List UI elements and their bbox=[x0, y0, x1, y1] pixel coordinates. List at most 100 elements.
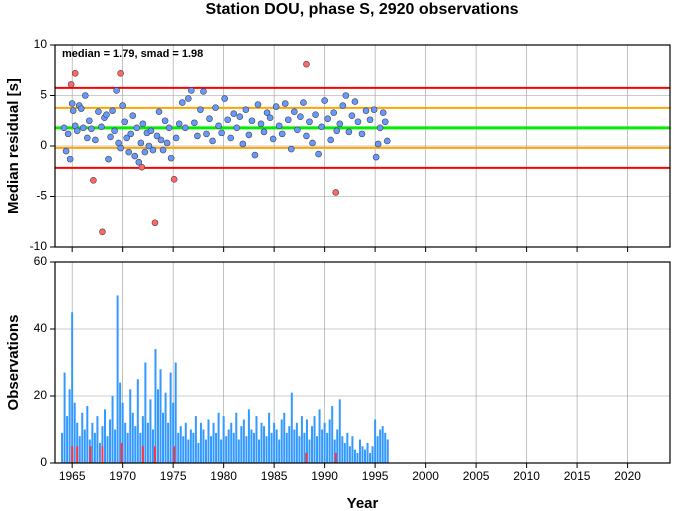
data-point bbox=[339, 102, 347, 109]
bar bbox=[103, 409, 106, 463]
data-point bbox=[284, 116, 292, 124]
bar bbox=[194, 416, 197, 463]
data-point bbox=[111, 127, 118, 135]
bar bbox=[126, 432, 129, 463]
data-point bbox=[163, 139, 171, 147]
data-point bbox=[351, 98, 359, 105]
data-point bbox=[68, 100, 76, 107]
bar bbox=[210, 436, 213, 463]
data-point bbox=[278, 130, 286, 138]
data-point bbox=[300, 99, 307, 106]
bar bbox=[182, 436, 185, 463]
x-tick-label: 2005 bbox=[463, 469, 490, 483]
x-tick-label: 2010 bbox=[513, 469, 540, 483]
bar bbox=[179, 426, 182, 463]
bar bbox=[265, 436, 268, 463]
bar bbox=[197, 442, 200, 463]
data-point bbox=[86, 117, 93, 125]
bar bbox=[212, 422, 215, 463]
bar bbox=[101, 426, 104, 463]
data-point bbox=[191, 119, 198, 127]
data-point bbox=[172, 134, 180, 142]
plot-frame bbox=[54, 261, 671, 464]
data-point bbox=[95, 108, 102, 115]
bar bbox=[338, 399, 341, 463]
data-point bbox=[77, 105, 85, 112]
bar bbox=[169, 372, 172, 463]
data-point bbox=[200, 88, 207, 95]
bar bbox=[318, 409, 321, 463]
data-point bbox=[209, 137, 216, 145]
bar bbox=[71, 446, 74, 463]
data-point bbox=[178, 99, 186, 106]
data-point bbox=[312, 111, 319, 118]
bar bbox=[154, 349, 157, 463]
bar bbox=[361, 446, 364, 463]
bar bbox=[111, 396, 114, 463]
data-point bbox=[125, 148, 133, 156]
data-point bbox=[227, 134, 235, 142]
data-point bbox=[131, 152, 139, 160]
data-point bbox=[291, 108, 298, 115]
bar bbox=[167, 422, 170, 463]
x-tick-label: 1990 bbox=[311, 469, 338, 483]
data-point bbox=[92, 136, 99, 144]
bar bbox=[293, 429, 296, 463]
bar bbox=[255, 416, 258, 463]
bar bbox=[263, 426, 266, 463]
bar bbox=[303, 432, 306, 463]
bar bbox=[326, 432, 329, 463]
data-point bbox=[233, 124, 241, 132]
bar bbox=[98, 442, 101, 463]
bar bbox=[280, 419, 283, 463]
bar bbox=[199, 422, 202, 463]
data-point bbox=[306, 118, 313, 126]
bar bbox=[141, 446, 144, 463]
data-point bbox=[248, 117, 256, 125]
x-tick-label: 2000 bbox=[412, 469, 439, 483]
bar bbox=[109, 419, 112, 463]
data-point bbox=[98, 123, 105, 131]
data-point bbox=[362, 107, 370, 114]
bar bbox=[159, 369, 162, 463]
y-axis-label: Median residual [s] bbox=[5, 78, 22, 214]
data-point bbox=[79, 124, 87, 132]
bar bbox=[114, 429, 117, 463]
bar bbox=[61, 432, 64, 463]
bar bbox=[237, 439, 240, 463]
bar bbox=[334, 452, 337, 463]
bar bbox=[220, 439, 223, 463]
data-point bbox=[275, 122, 283, 130]
x-axis-label: Year bbox=[347, 495, 379, 511]
data-point bbox=[297, 113, 304, 121]
bar bbox=[252, 432, 255, 463]
data-point bbox=[84, 134, 91, 142]
data-point bbox=[254, 101, 262, 108]
bar bbox=[222, 416, 225, 463]
bar bbox=[93, 432, 96, 463]
bar bbox=[384, 432, 387, 463]
bar bbox=[270, 432, 273, 463]
bar bbox=[124, 422, 127, 463]
bar bbox=[336, 429, 339, 463]
bar bbox=[245, 436, 248, 463]
bar bbox=[366, 442, 369, 463]
bar bbox=[207, 419, 210, 463]
data-point bbox=[345, 128, 353, 136]
bar bbox=[285, 432, 288, 463]
bar bbox=[268, 412, 271, 463]
bar bbox=[356, 452, 359, 463]
data-point bbox=[332, 189, 340, 196]
chart-title: Station DOU, phase S, 2920 observations bbox=[206, 1, 519, 18]
data-point bbox=[60, 124, 68, 132]
x-tick-label: 1970 bbox=[109, 469, 136, 483]
data-point bbox=[119, 102, 126, 109]
data-point bbox=[212, 104, 219, 111]
bar bbox=[283, 412, 286, 463]
bar bbox=[235, 412, 238, 463]
bar bbox=[101, 446, 104, 463]
data-point bbox=[197, 106, 204, 113]
data-point bbox=[203, 130, 210, 138]
data-point bbox=[141, 148, 149, 156]
data-point bbox=[157, 136, 165, 144]
